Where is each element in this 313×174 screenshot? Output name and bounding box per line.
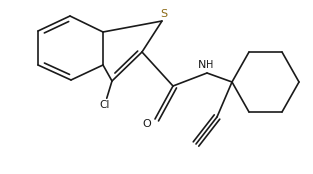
- Text: S: S: [161, 9, 167, 19]
- Text: N: N: [198, 60, 206, 70]
- Text: O: O: [143, 119, 151, 129]
- Text: Cl: Cl: [100, 100, 110, 110]
- Text: H: H: [206, 60, 214, 70]
